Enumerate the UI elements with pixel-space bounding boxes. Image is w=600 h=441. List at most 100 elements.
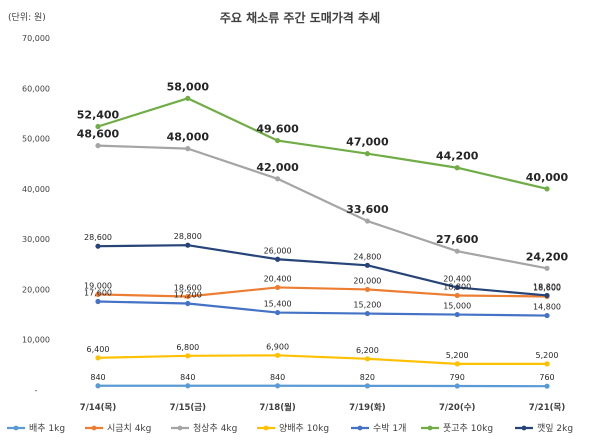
- x-tick-label: 7/14(목): [80, 403, 117, 413]
- data-point: [275, 176, 281, 182]
- data-point: [364, 383, 370, 389]
- data-point: [185, 146, 191, 152]
- series-line: [97, 286, 548, 298]
- data-label: 17,200: [174, 291, 202, 300]
- data-label: 5,200: [536, 351, 559, 360]
- data-point: [454, 361, 460, 367]
- data-point: [95, 243, 101, 249]
- y-tick-label: -: [35, 386, 38, 395]
- legend-marker: [521, 425, 527, 431]
- x-tick-label: 7/18(월): [259, 402, 296, 413]
- data-point: [544, 186, 550, 192]
- data-label: 15,200: [353, 301, 381, 310]
- data-label: 47,000: [346, 136, 389, 149]
- data-point: [275, 352, 281, 358]
- chart-title: 주요 채소류 주간 도매가격 추세: [220, 10, 380, 25]
- data-point: [364, 286, 370, 293]
- data-label: 840: [90, 373, 105, 382]
- legend-label: 청상추 4kg: [193, 423, 237, 434]
- data-label: 52,400: [77, 109, 120, 122]
- data-point: [95, 291, 101, 298]
- data-point: [185, 383, 191, 389]
- legend-item: 수박 1개: [351, 423, 406, 434]
- data-point: [454, 248, 460, 254]
- x-axis: 7/14(목) 7/15(금) 7/18(월) 7/19(화) 7/20(수) 7/21(…: [80, 402, 566, 413]
- legend-marker: [263, 425, 269, 431]
- data-label: 24,200: [526, 250, 569, 263]
- data-point: [275, 256, 281, 262]
- data-point: [364, 262, 370, 268]
- legend-label: 풋고추 10kg: [443, 423, 493, 434]
- data-point: [185, 353, 191, 359]
- x-tick-label: 7/20(수): [439, 403, 476, 413]
- x-tick-label: 7/15(금): [170, 403, 207, 413]
- data-label: 840: [180, 373, 195, 382]
- data-point: [454, 383, 460, 389]
- data-point: [454, 292, 460, 299]
- data-point: [275, 309, 281, 316]
- data-point: [95, 143, 101, 149]
- legend-label: 배추 1kg: [29, 423, 65, 434]
- y-tick-label: 70,000: [22, 34, 50, 43]
- x-tick-label: 7/19(화): [349, 402, 386, 413]
- legend-label: 수박 1개: [373, 423, 406, 434]
- data-point: [454, 311, 460, 318]
- data-point: [544, 292, 550, 299]
- data-label: 6,800: [176, 343, 199, 352]
- series-line: [97, 354, 547, 365]
- data-label: 820: [360, 373, 375, 382]
- unit-label: (단위: 원): [8, 12, 46, 23]
- y-axis: - 10,000 20,000 30,000 40,000 50,000 60,000 70,…: [22, 34, 50, 395]
- data-label: 28,800: [174, 232, 202, 241]
- data-point: [185, 293, 191, 300]
- data-label: 28,600: [84, 233, 112, 242]
- data-point: [454, 284, 460, 291]
- data-labels: 840 840 840 820 790 760 19,000 18,600 20,400 20,0…: [77, 80, 569, 382]
- data-label: 18,800: [533, 282, 561, 291]
- data-label: 20,400: [264, 274, 292, 283]
- legend-item: 시금치 4kg: [85, 422, 151, 434]
- data-label: 6,900: [266, 342, 289, 351]
- data-label: 15,000: [443, 302, 471, 311]
- legend: 배추 1kg 시금치 4kg 청상추 4kg 양배추 10kg 수박 1개 풋고추 10k…: [7, 422, 573, 434]
- legend-label: 깻잎 2kg: [537, 422, 573, 434]
- legend-item: 깻잎 2kg: [515, 422, 573, 434]
- data-label: 42,000: [256, 161, 299, 174]
- data-point: [364, 310, 370, 317]
- data-point: [364, 218, 370, 224]
- data-label: 18,800: [443, 282, 471, 291]
- data-label: 5,200: [446, 351, 469, 360]
- data-label: 15,400: [264, 300, 292, 309]
- data-label: 18,600: [533, 283, 561, 292]
- y-tick-label: 10,000: [22, 336, 50, 345]
- data-label: 20,000: [353, 276, 381, 285]
- data-label: 760: [539, 373, 554, 382]
- y-tick-label: 20,000: [22, 285, 50, 294]
- series-line: [97, 300, 548, 317]
- data-point: [544, 361, 550, 367]
- data-label: 44,200: [436, 150, 479, 163]
- legend-marker: [357, 425, 363, 431]
- data-label: 14,800: [533, 303, 561, 312]
- data-label: 17,600: [84, 288, 112, 297]
- plot-area: [95, 95, 550, 389]
- data-label: 58,000: [167, 80, 210, 93]
- legend-marker: [177, 425, 183, 431]
- data-label: 26,000: [264, 246, 292, 255]
- data-point: [185, 300, 191, 307]
- data-label: 6,400: [87, 345, 110, 354]
- legend-marker: [427, 425, 433, 431]
- data-point: [95, 123, 101, 130]
- legend-item: 양배추 10kg: [257, 423, 329, 434]
- series-line: [97, 244, 548, 297]
- legend-marker: [91, 425, 97, 431]
- series-line: [97, 144, 548, 270]
- data-point: [185, 95, 191, 101]
- data-point: [185, 242, 191, 248]
- y-tick-label: 50,000: [22, 135, 50, 144]
- data-label: 20,400: [443, 274, 471, 283]
- legend-marker: [13, 425, 19, 431]
- data-label: 40,000: [526, 171, 569, 184]
- x-tick-label: 7/21(목): [529, 403, 566, 413]
- legend-label: 양배추 10kg: [279, 423, 329, 434]
